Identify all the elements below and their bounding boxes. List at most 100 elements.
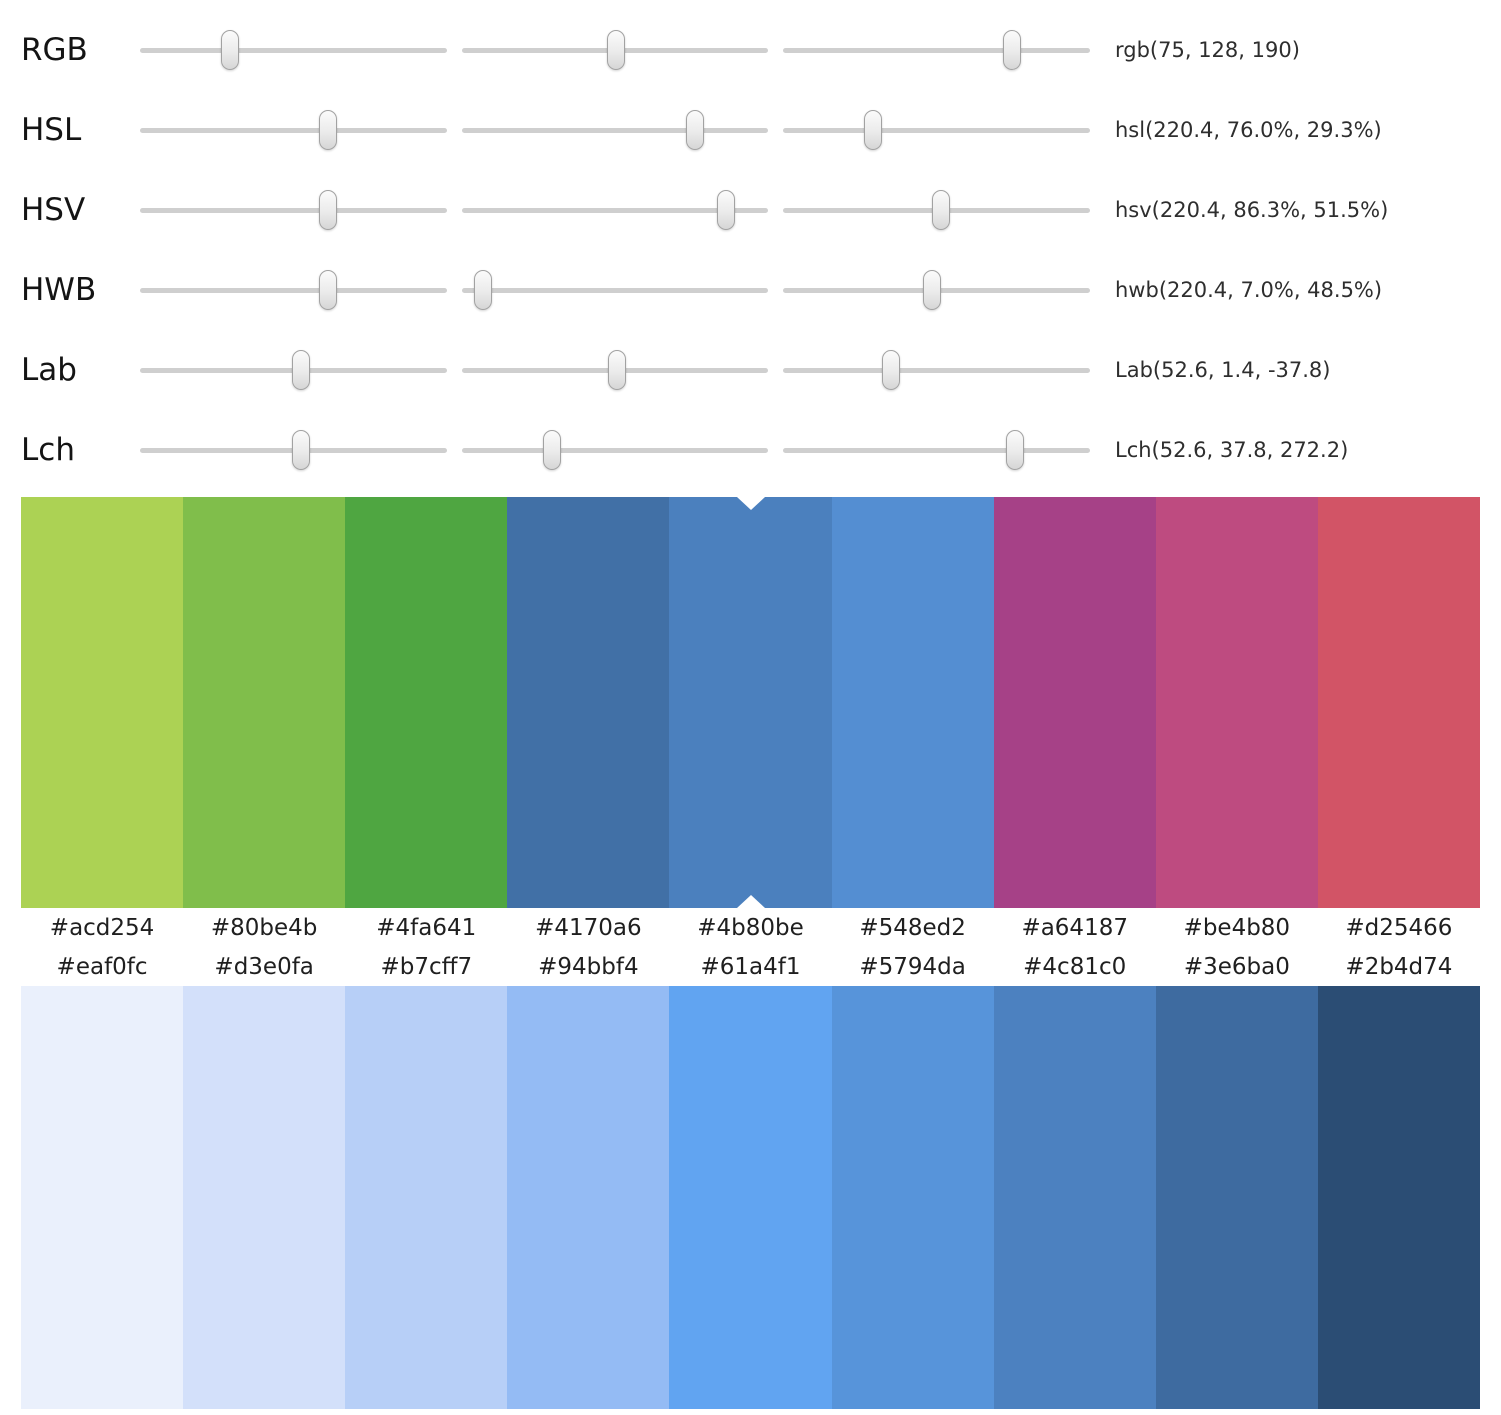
rgb-channel-3-slider[interactable]	[783, 27, 1091, 73]
hex-code-label: #61a4f1	[700, 953, 801, 980]
lch-channel-2-slider[interactable]	[461, 427, 769, 473]
lab-channel-1-slider[interactable]	[140, 347, 447, 393]
hsl-channel-2-slider[interactable]	[461, 107, 769, 153]
hsl-channel-1-slider[interactable]	[140, 107, 447, 153]
color-swatch[interactable]	[1155, 497, 1318, 908]
color-value-text: Lab(52.6, 1.4, -37.8)	[1115, 358, 1331, 382]
slider-track[interactable]	[783, 367, 1091, 373]
colorspace-label: HSV	[21, 192, 86, 228]
slider-thumb[interactable]	[221, 30, 240, 70]
shade-palette-hex-labels: #eaf0fc #d3e0fa #b7cff7 #94bbf4 #61a4f1 #5794…	[21, 947, 1480, 986]
color-swatch[interactable]	[1317, 497, 1480, 908]
slider-thumb[interactable]	[543, 430, 562, 470]
colorspace-label: Lch	[21, 432, 75, 468]
lch-channel-3-slider[interactable]	[783, 427, 1091, 473]
hwb-channel-3-slider[interactable]	[783, 267, 1091, 313]
slider-track[interactable]	[461, 127, 769, 133]
hex-code-label: #eaf0fc	[56, 953, 148, 980]
colorspace-label: RGB	[21, 32, 88, 68]
hwb-channel-2-slider[interactable]	[461, 267, 769, 313]
slider-thumb[interactable]	[882, 350, 901, 390]
slider-group	[140, 187, 1091, 233]
slider-thumb[interactable]	[474, 270, 493, 310]
slider-track[interactable]	[461, 207, 769, 213]
slider-row: Lch Lch(52.6, 37.8, 272.2)	[0, 410, 1501, 490]
selected-swatch-indicator-bottom	[736, 895, 765, 908]
color-swatch[interactable]	[345, 497, 508, 908]
slider-thumb[interactable]	[1002, 30, 1021, 70]
hex-code-label: #d3e0fa	[214, 953, 314, 980]
slider-thumb[interactable]	[318, 190, 337, 230]
hex-code-label: #a64187	[1021, 914, 1128, 941]
hsv-channel-3-slider[interactable]	[783, 187, 1091, 233]
slider-track[interactable]	[783, 127, 1091, 133]
slider-track[interactable]	[783, 447, 1091, 453]
hex-code-label: #4c81c0	[1023, 953, 1127, 980]
hwb-channel-1-slider[interactable]	[140, 267, 447, 313]
hex-code-label: #be4b80	[1183, 914, 1291, 941]
hex-code-label: #5794da	[859, 953, 966, 980]
slider-row: HSL hsl(220.4, 76.0%, 29.3%)	[0, 90, 1501, 170]
slider-track[interactable]	[461, 447, 769, 453]
slider-thumb[interactable]	[292, 430, 311, 470]
slider-thumb[interactable]	[606, 30, 625, 70]
slider-row: Lab Lab(52.6, 1.4, -37.8)	[0, 330, 1501, 410]
lab-channel-3-slider[interactable]	[783, 347, 1091, 393]
slider-row: RGB rgb(75, 128, 190)	[0, 10, 1501, 90]
slider-group	[140, 347, 1091, 393]
hex-code-label: #4170a6	[535, 914, 642, 941]
color-swatch[interactable]	[21, 497, 184, 908]
color-swatch[interactable]	[507, 497, 670, 908]
slider-thumb[interactable]	[318, 110, 337, 150]
color-swatch[interactable]	[993, 497, 1156, 908]
color-swatch[interactable]	[1317, 986, 1480, 1409]
hsv-channel-1-slider[interactable]	[140, 187, 447, 233]
slider-thumb[interactable]	[607, 350, 626, 390]
slider-track[interactable]	[140, 207, 447, 213]
hex-code-label: #b7cff7	[380, 953, 473, 980]
color-swatch[interactable]	[183, 986, 346, 1409]
color-swatch[interactable]	[21, 986, 184, 1409]
slider-track[interactable]	[140, 47, 447, 53]
color-swatch[interactable]	[831, 497, 994, 908]
color-swatch[interactable]	[993, 986, 1156, 1409]
color-swatch[interactable]	[669, 986, 832, 1409]
hex-code-label: #4b80be	[697, 914, 804, 941]
slider-thumb[interactable]	[1006, 430, 1025, 470]
slider-thumb[interactable]	[717, 190, 736, 230]
color-swatch[interactable]	[831, 986, 994, 1409]
hex-code-label: #acd254	[49, 914, 155, 941]
slider-group	[140, 27, 1091, 73]
slider-thumb[interactable]	[932, 190, 951, 230]
color-swatch[interactable]	[183, 497, 346, 908]
color-swatch[interactable]	[507, 986, 670, 1409]
color-value-text: Lch(52.6, 37.8, 272.2)	[1115, 438, 1349, 462]
lab-channel-2-slider[interactable]	[461, 347, 769, 393]
color-value-text: hwb(220.4, 7.0%, 48.5%)	[1115, 278, 1383, 302]
hex-code-label: #80be4b	[210, 914, 318, 941]
slider-track[interactable]	[461, 287, 769, 293]
slider-thumb[interactable]	[923, 270, 942, 310]
slider-track[interactable]	[140, 287, 447, 293]
slider-thumb[interactable]	[685, 110, 704, 150]
hsl-channel-3-slider[interactable]	[783, 107, 1091, 153]
hue-palette-hex-labels: #acd254 #80be4b #4fa641 #4170a6 #4b80be #548e…	[21, 908, 1480, 947]
color-swatch[interactable]	[669, 497, 832, 908]
slider-track[interactable]	[783, 47, 1091, 53]
slider-thumb[interactable]	[318, 270, 337, 310]
rgb-channel-1-slider[interactable]	[140, 27, 447, 73]
hex-code-label: #4fa641	[376, 914, 477, 941]
color-swatch[interactable]	[345, 986, 508, 1409]
slider-group	[140, 107, 1091, 153]
rgb-channel-2-slider[interactable]	[461, 27, 769, 73]
slider-row: HWB hwb(220.4, 7.0%, 48.5%)	[0, 250, 1501, 330]
slider-thumb[interactable]	[864, 110, 883, 150]
slider-track[interactable]	[140, 127, 447, 133]
slider-thumb[interactable]	[292, 350, 311, 390]
hsv-channel-2-slider[interactable]	[461, 187, 769, 233]
color-swatch[interactable]	[1155, 986, 1318, 1409]
selected-swatch-indicator-top	[736, 497, 765, 510]
lch-channel-1-slider[interactable]	[140, 427, 447, 473]
colorspace-label: HWB	[21, 272, 97, 308]
